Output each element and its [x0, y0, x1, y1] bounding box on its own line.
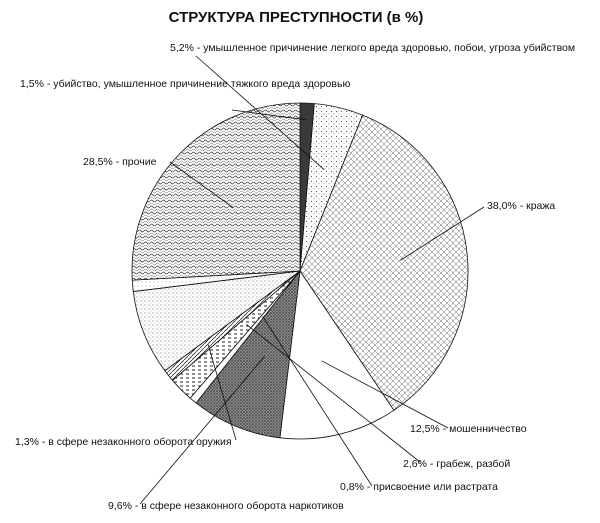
- leader-line: [207, 344, 237, 441]
- slice-label-5-2: 5,2% - умышленное причинение легкого вре…: [170, 42, 575, 54]
- slice-label-28-5: 28,5% - прочие: [83, 156, 157, 168]
- leader-line: [321, 360, 449, 429]
- chart-title: СТРУКТУРА ПРЕСТУПНОСТИ (в %): [169, 9, 424, 26]
- leader-line: [139, 356, 265, 505]
- slice-label-9-6: 9,6% - в сфере незаконного оборота нарко…: [108, 500, 344, 512]
- leader-line: [262, 316, 373, 487]
- leader-line: [231, 109, 307, 121]
- slice-label-0-8: 0,8% - присвоение или растрата: [340, 481, 498, 493]
- leader-line: [195, 55, 325, 170]
- pie-slice: [195, 269, 301, 439]
- slice-label-12-5: 12,5% - мошенничество: [410, 423, 527, 435]
- slice-label-1-5: 1,5% - убийство, умышленное причинение т…: [20, 78, 350, 90]
- slice-label-2-6: 2,6% - грабеж, разбой: [403, 458, 510, 470]
- slice-label-38-0: 38,0% - кража: [487, 200, 555, 212]
- leader-line: [169, 161, 234, 208]
- pie-slice: [131, 102, 301, 281]
- slice-label-1-3: 1,3% - в сфере незаконного оборота оружи…: [15, 436, 232, 448]
- pie-slice: [279, 269, 395, 440]
- leader-line: [246, 324, 421, 463]
- leader-line: [400, 206, 485, 261]
- pie-slice: [299, 114, 469, 411]
